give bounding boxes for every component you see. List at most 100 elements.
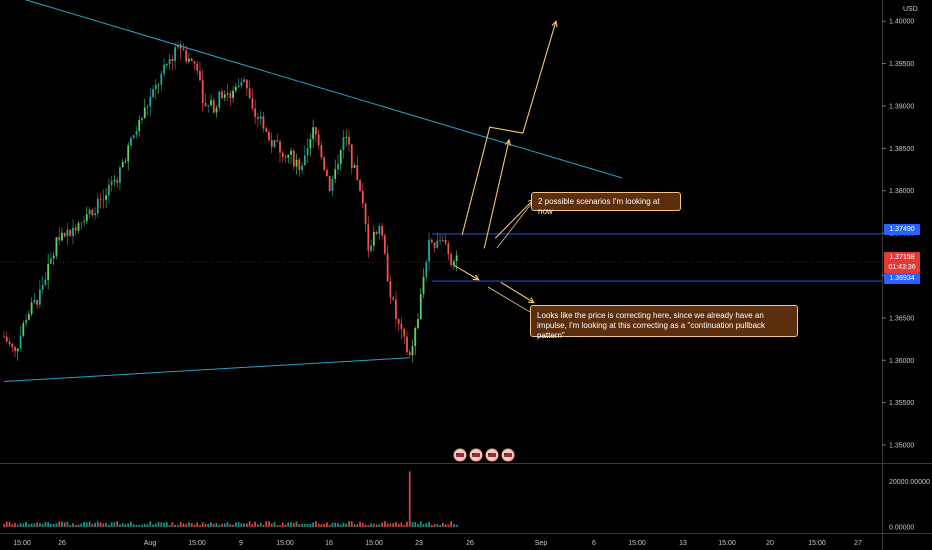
candle-body — [182, 48, 185, 51]
volume-bar — [119, 524, 121, 527]
volume-bar — [61, 521, 63, 527]
drawings[interactable] — [0, 0, 882, 382]
price-tick-label: 1.36500 — [889, 315, 914, 322]
scenario-arrow — [461, 21, 557, 235]
candle-body — [361, 190, 364, 204]
candle-body — [11, 343, 14, 348]
candle-body — [342, 137, 345, 150]
flag-canton-icon — [488, 453, 491, 455]
candle-body — [210, 100, 212, 106]
candle-body — [436, 240, 439, 248]
candle-body — [199, 70, 201, 81]
volume-bar — [359, 521, 361, 527]
candle-body — [257, 116, 259, 119]
arrow-head — [504, 138, 511, 146]
volume-bar — [339, 524, 342, 527]
candle-body — [268, 131, 270, 140]
volume-bar — [406, 521, 408, 527]
economic-events[interactable] — [453, 448, 515, 462]
volume-bar — [375, 524, 378, 527]
price-tick-label: 1.39500 — [889, 61, 914, 68]
volume-bar — [372, 523, 375, 527]
volume-bar — [430, 525, 433, 527]
volume-bar — [303, 523, 306, 527]
volume-bar — [392, 523, 395, 527]
volume-bar — [165, 522, 168, 527]
candle-body — [152, 89, 154, 98]
correction-note-line-2: impulse, I'm looking at this correcting … — [537, 321, 766, 340]
volume-bar — [19, 522, 22, 527]
candle-body — [41, 284, 44, 290]
scenarios-note-text: 2 possible scenarios I'm looking at now — [538, 197, 660, 216]
candle-body — [102, 199, 105, 201]
volume-bar — [72, 523, 74, 527]
volume-bar — [55, 523, 58, 527]
volume-bar — [314, 521, 317, 527]
time-tick-label: 15:00 — [628, 540, 646, 547]
upper-level-price-tag: 1.37490 — [884, 224, 920, 235]
candle-body — [406, 336, 408, 353]
volume-bar — [110, 522, 113, 527]
volume-bar — [257, 524, 259, 527]
volume-bar — [251, 523, 254, 527]
candle-body — [248, 88, 251, 99]
volume-bar — [419, 521, 422, 527]
volume-bar — [444, 524, 447, 527]
candle-body — [334, 169, 337, 179]
candle-body — [337, 163, 339, 170]
volume-bar — [146, 524, 149, 527]
candle-body — [52, 255, 55, 259]
volume-bar — [121, 523, 124, 527]
candle-body — [428, 239, 430, 262]
volume-bar — [149, 521, 152, 527]
volume-bar — [312, 522, 315, 527]
volume-bar — [428, 521, 430, 527]
candle-body — [80, 222, 83, 224]
time-tick-label: 15:00 — [188, 540, 206, 547]
volume-bar — [309, 523, 312, 527]
candle-body — [72, 227, 74, 236]
volume-bar — [96, 521, 99, 527]
candle-body — [218, 91, 221, 108]
volume-bar — [190, 523, 193, 527]
volume-bar — [270, 523, 273, 527]
candle-body — [138, 120, 141, 132]
time-tick-label: 26 — [58, 540, 66, 547]
volume-bar — [433, 523, 436, 527]
candle-body — [279, 141, 281, 153]
candle-body — [232, 90, 234, 98]
scenarios-note[interactable]: 2 possible scenarios I'm looking at now — [531, 192, 681, 216]
volume-bar — [163, 522, 165, 527]
correction-note-pointer — [487, 286, 534, 313]
volume-bar — [218, 524, 221, 527]
volume-bar — [455, 524, 458, 527]
volume-bar — [132, 524, 135, 527]
candle-body — [132, 135, 135, 138]
volume-bar — [138, 524, 141, 527]
volume-bar — [221, 523, 223, 527]
volume-bar — [361, 522, 364, 527]
candle-body — [447, 243, 450, 254]
candle-body — [83, 221, 85, 223]
volume-bar — [38, 523, 41, 527]
correction-note[interactable]: Looks like the price is correcting here,… — [530, 305, 798, 340]
candle-body — [121, 161, 124, 168]
candle-body — [389, 281, 392, 298]
flag-icon — [456, 453, 464, 457]
candle-body — [61, 232, 63, 241]
candle-body — [375, 231, 378, 234]
candle-body — [441, 239, 444, 241]
candle-body — [348, 137, 350, 145]
volume-bar — [326, 522, 328, 527]
volume-bar — [210, 522, 212, 527]
time-tick-label: 15:00 — [365, 540, 383, 547]
volume-bar — [317, 523, 320, 527]
scenario-arrow — [453, 264, 479, 281]
candle-body — [176, 44, 179, 48]
volume-bar — [298, 523, 301, 527]
volume-bar — [168, 524, 171, 527]
candle-body — [63, 232, 66, 237]
volume-bar — [102, 523, 105, 527]
